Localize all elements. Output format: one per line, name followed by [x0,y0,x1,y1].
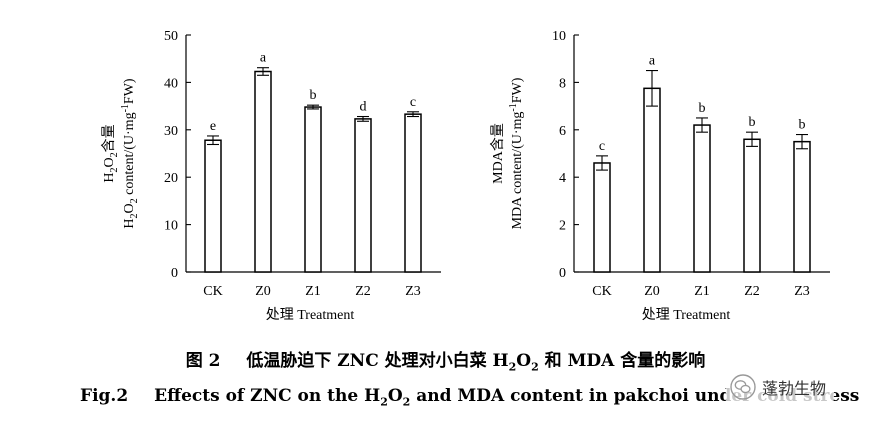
caption-en-text-a: Effects of ZNC on the H [154,386,381,406]
y-axis-label-line1: MDA含量 [490,123,506,184]
bar [304,106,322,273]
y-tick-label: 0 [171,266,178,281]
y-tick-label: 2 [559,219,566,234]
caption-en-sub-a: 2 [380,395,388,409]
y-axis-label-line1: H2O2含量 [101,124,120,182]
y-tick-label: 50 [164,29,178,44]
significance-letter: c [410,95,416,110]
figure-caption-chinese: 图 2 低温胁迫下 ZNC 处理对小白菜 H2O2 和 MDA 含量的影响 [0,346,891,373]
x-tick-label: Z0 [644,284,660,299]
x-tick-label: Z2 [744,284,760,299]
bar [793,140,811,273]
bar [404,113,422,273]
caption-cn-text-c: 和 MDA 含量的影响 [538,351,706,371]
x-tick-label: Z1 [305,284,321,299]
significance-letter: c [599,139,605,154]
y-tick-label: 10 [552,29,566,44]
bar [204,139,222,273]
bar [743,138,761,273]
significance-letter: b [749,115,756,130]
x-tick-label: Z2 [355,284,371,299]
h2o2-chart: 0 10 20 30 40 50 e CK a Z0 b Z1 d Z2 c Z3 处理 Treatment H2… [101,29,441,323]
y-tick-label: 40 [164,76,178,91]
caption-cn-text-a: 低温胁迫下 ZNC 处理对小白菜 H [246,351,509,371]
y-tick-label: 0 [559,266,566,281]
caption-cn-text-b: O [516,351,532,371]
y-tick-label: 30 [164,124,178,139]
y-axis-label-line2: MDA content/(U·mg-1FW) [508,77,525,229]
y-tick-label: 20 [164,171,178,186]
x-axis-label: 处理 Treatment [642,307,731,323]
x-tick-label: CK [203,284,222,299]
bar [254,70,272,273]
watermark: 蓬勃生物 [726,372,835,402]
bar [693,124,711,273]
mda-chart: 0 2 4 6 8 10 c CK a Z0 b Z1 b Z2 b Z3 处理 Treatment MDA含量 M… [490,29,830,323]
significance-letter: a [260,51,267,66]
x-tick-label: Z1 [694,284,710,299]
bar [354,118,372,273]
caption-en-text-b: O [387,386,403,406]
wechat-icon [730,374,756,400]
x-tick-label: CK [592,284,611,299]
significance-letter: b [699,101,706,116]
caption-cn-prefix: 图 2 [185,351,221,371]
x-tick-label: Z3 [794,284,810,299]
x-axis-label: 处理 Treatment [266,307,355,323]
y-axis-label-line2: H2O2 content/(U·mg-1FW) [120,78,140,229]
y-tick-label: 10 [164,219,178,234]
bar [593,162,611,273]
caption-cn-sub-a: 2 [508,360,517,374]
y-tick-label: 4 [559,171,566,186]
x-tick-label: Z3 [405,284,421,299]
x-tick-label: Z0 [255,284,271,299]
significance-letter: e [210,119,216,134]
caption-en-prefix: Fig.2 [80,386,129,406]
y-tick-label: 6 [559,124,566,139]
y-tick-label: 8 [559,76,566,91]
caption-en-sub-b: 2 [402,395,411,409]
significance-letter: b [310,88,317,103]
caption-cn-sub-b: 2 [531,360,539,374]
significance-letter: b [799,118,806,133]
significance-letter: d [360,100,367,115]
significance-letter: a [649,54,656,69]
watermark-text: 蓬勃生物 [762,379,827,398]
bar [643,87,661,273]
